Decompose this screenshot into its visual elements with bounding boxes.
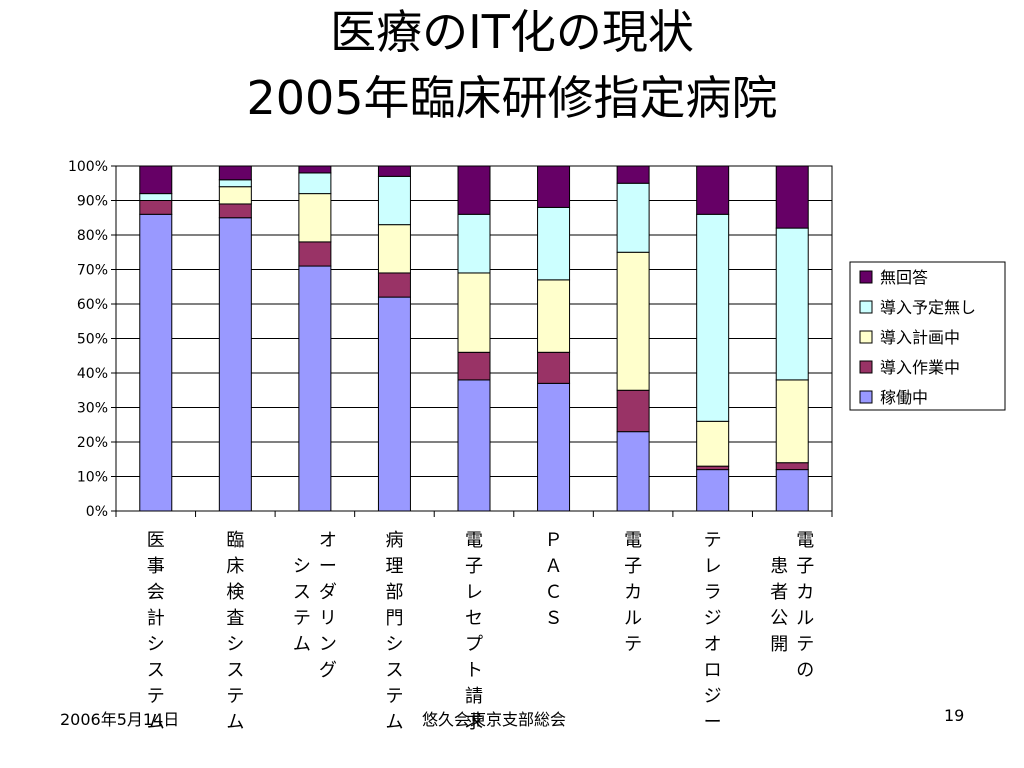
x-tick-label: 電子カルテ (624, 530, 643, 655)
legend-swatch (859, 330, 873, 344)
x-tick-label: 電子レセプト請求 (465, 530, 483, 733)
y-tick-label: 40% (77, 366, 108, 382)
stacked-bar-chart: 0% 10% 20% 30% 40% 50% 60% 70% 80% 90% 100% 無回答導入予… (68, 159, 1006, 520)
legend-swatch (859, 360, 873, 374)
bar-segment (218, 203, 252, 219)
bar-segment (616, 182, 650, 253)
bar-segment (377, 272, 411, 298)
bar-segment (457, 351, 491, 381)
slide-title: 医療のIT化の現状 (330, 5, 694, 59)
bar-segment (298, 241, 332, 267)
y-tick-label: 20% (77, 435, 108, 451)
bar-segment (218, 217, 252, 512)
bar-segment (218, 165, 252, 181)
y-tick-label: 70% (77, 263, 108, 279)
legend-label: 導入計画中 (880, 328, 960, 347)
bar-segment (377, 165, 411, 177)
bar-segment (616, 165, 650, 184)
x-tick-label: システム (292, 556, 311, 655)
footer-organization: 悠久会東京支部総会 (422, 710, 567, 729)
legend-label: 稼働中 (880, 388, 928, 407)
bar-segment (457, 379, 491, 512)
bar-segment (537, 382, 571, 512)
bar-segment (696, 213, 730, 422)
bar-segment (775, 462, 809, 471)
y-tick-label: 80% (77, 228, 108, 244)
bar-segment (537, 165, 571, 208)
bar-segment (775, 227, 809, 381)
y-tick-label: 90% (77, 194, 108, 210)
bar-segment (139, 200, 173, 215)
x-tick-label: テレラジオロジー (703, 530, 722, 733)
y-tick-label: 60% (77, 297, 108, 313)
bar-segment (696, 165, 730, 215)
y-tick-label: 100% (68, 159, 108, 175)
y-tick-label: 0% (86, 504, 108, 520)
bar-segment (139, 165, 173, 195)
bar-segment (298, 165, 332, 174)
slide-subtitle: 2005年臨床研修指定病院 (246, 71, 778, 125)
bar-segment (616, 431, 650, 512)
page-number: 19 (944, 706, 965, 725)
bar-segment (696, 469, 730, 512)
bar-segment (377, 175, 411, 226)
x-tick-label: 医事会計システム (146, 530, 165, 733)
bar-segment (298, 193, 332, 243)
bar-segment (616, 251, 650, 391)
bar-segment (377, 296, 411, 512)
bar-segment (775, 379, 809, 464)
legend-swatch (859, 300, 873, 314)
bar-segment (775, 165, 809, 229)
bar-segment (537, 206, 571, 281)
bar-segment (298, 265, 332, 512)
legend-swatch (859, 390, 873, 404)
chart-axes: 0% 10% 20% 30% 40% 50% 60% 70% 80% 90% 100% (68, 159, 833, 520)
bar-segment (377, 224, 411, 274)
bar-segment (537, 279, 571, 353)
bar-segment (457, 213, 491, 274)
y-tick-label: 30% (77, 401, 108, 417)
y-tick-label: 50% (77, 332, 108, 348)
legend-box (849, 261, 1006, 411)
bar-segment (696, 420, 730, 467)
bar-segment (457, 272, 491, 353)
footer-date: 2006年5月14日 (60, 710, 180, 729)
x-tick-label: 臨床検査システム (226, 530, 245, 733)
bar-segment (139, 213, 173, 512)
bar-segment (616, 389, 650, 433)
bar-segment (298, 172, 332, 195)
x-tick-label: 電子カルテの (796, 530, 815, 681)
bar-segment (696, 465, 730, 471)
legend-label: 導入作業中 (880, 358, 960, 377)
x-tick-label: オーダリング (318, 530, 337, 681)
bar-segment (218, 186, 252, 205)
x-tick-label: 患者公開 (770, 556, 789, 655)
bar-segment (139, 193, 173, 202)
chart-bars (139, 165, 809, 512)
bar-segment (457, 165, 491, 215)
legend-label: 無回答 (880, 268, 928, 287)
bar-segment (218, 179, 252, 188)
y-tick-label: 10% (77, 470, 108, 486)
legend-label: 導入予定無し (880, 298, 976, 317)
x-tick-label: 病理部門システム (385, 530, 404, 733)
bar-segment (775, 469, 809, 512)
bar-segment (537, 351, 571, 384)
legend-swatch (859, 270, 873, 284)
